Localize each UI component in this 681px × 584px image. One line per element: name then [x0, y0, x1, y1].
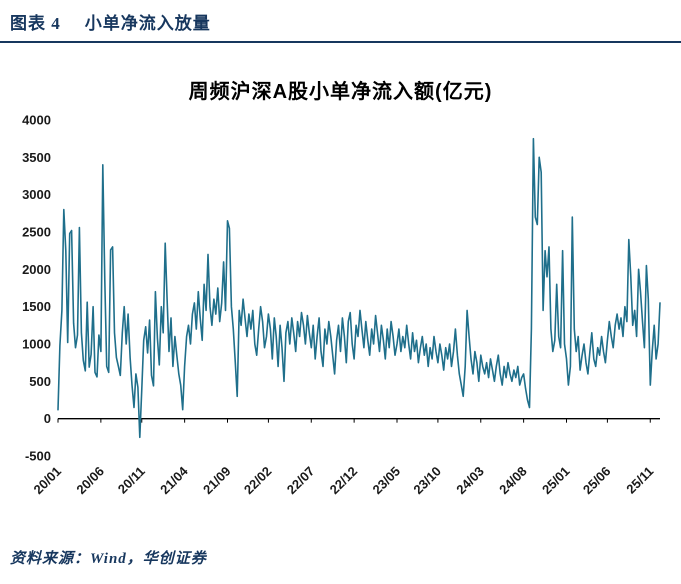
svg-text:25/01: 25/01 [539, 464, 573, 498]
svg-text:21/09: 21/09 [200, 464, 234, 498]
svg-text:20/06: 20/06 [73, 464, 107, 498]
svg-text:22/07: 22/07 [284, 464, 318, 498]
svg-text:22/02: 22/02 [241, 464, 275, 498]
report-figure: 图表 4 小单净流入放量 周频沪深A股小单净流入额(亿元) 4000 3500 300… [0, 0, 681, 567]
svg-text:2000: 2000 [22, 262, 51, 277]
figure-number-label: 图表 4 [10, 14, 61, 33]
svg-text:25/11: 25/11 [623, 464, 656, 497]
figure-header: 图表 4 小单净流入放量 [0, 0, 681, 43]
svg-text:24/08: 24/08 [496, 464, 530, 498]
svg-text:3500: 3500 [22, 150, 51, 165]
svg-text:1500: 1500 [22, 299, 51, 314]
svg-text:23/10: 23/10 [410, 464, 444, 498]
svg-text:1000: 1000 [22, 337, 51, 352]
svg-text:25/06: 25/06 [580, 464, 614, 498]
svg-text:2500: 2500 [22, 225, 51, 240]
svg-text:3000: 3000 [22, 187, 51, 202]
svg-text:20/01: 20/01 [31, 464, 65, 498]
chart-title: 周频沪深A股小单净流入额(亿元) [188, 81, 493, 103]
svg-text:20/11: 20/11 [115, 464, 148, 497]
svg-text:22/12: 22/12 [327, 464, 361, 498]
svg-text:-500: -500 [25, 449, 51, 464]
source-note: 资料来源：Wind，华创证券 [10, 551, 207, 567]
figure-title: 小单净流入放量 [84, 14, 211, 33]
svg-text:24/03: 24/03 [453, 464, 487, 498]
svg-text:23/05: 23/05 [370, 464, 404, 498]
svg-text:0: 0 [44, 411, 51, 426]
svg-text:500: 500 [29, 374, 51, 389]
line-chart: 40003500300025002000150010005000-50020/0… [22, 113, 661, 498]
svg-text:21/04: 21/04 [157, 463, 191, 497]
svg-text:4000: 4000 [22, 113, 51, 128]
